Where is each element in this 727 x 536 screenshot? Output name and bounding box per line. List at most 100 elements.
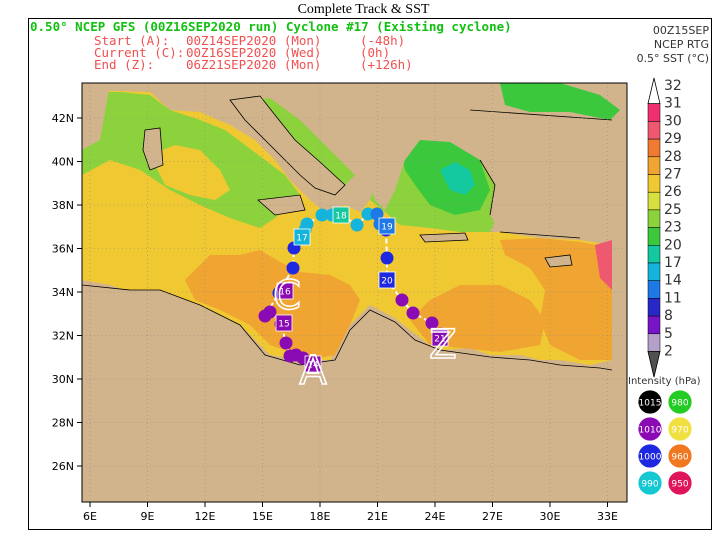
colorbar-cell <box>647 227 661 246</box>
lat-tick-label: 36N <box>52 243 74 256</box>
track-point <box>361 207 375 221</box>
intensity-swatch <box>637 470 663 496</box>
grid <box>82 83 627 502</box>
colorbar-label: 11 <box>664 290 682 306</box>
lon-tick-label: 12E <box>195 510 216 523</box>
lon-tick-label: 15E <box>252 510 273 523</box>
sea-black <box>500 83 620 120</box>
intensity-label: 1010 <box>639 426 662 436</box>
lat-tick-label: 34N <box>52 286 74 299</box>
lat-tick-label: 30N <box>52 373 74 386</box>
colorbar-label: 32 <box>664 78 682 94</box>
colorbar-cell <box>647 280 661 299</box>
lat-tick-label: 38N <box>52 199 74 212</box>
intensity-swatch <box>637 416 663 442</box>
lon-tick-label: 18E <box>310 510 331 523</box>
colorbar-arrow-top <box>647 77 661 105</box>
track-point <box>350 218 364 232</box>
land-turkey <box>470 110 612 238</box>
colorbar-cell <box>647 315 661 335</box>
sst-unit: 0.5° SST (°C) <box>636 52 709 65</box>
colorbar-label: 20 <box>664 237 682 253</box>
intensity-label: 990 <box>641 480 658 490</box>
track-point <box>258 309 272 323</box>
track-point <box>395 293 409 307</box>
coast-lines <box>82 95 613 371</box>
track-point <box>425 316 439 330</box>
lat-tick-label: 26N <box>52 460 74 473</box>
colorbar-label: 25 <box>664 202 682 218</box>
colorbar-label: 23 <box>664 220 682 236</box>
sst-date: 00Z15SEP <box>652 24 709 37</box>
day-box <box>332 206 350 224</box>
colorbar-label: 17 <box>664 255 682 271</box>
lon-tick-label: 21E <box>367 510 388 523</box>
start-time: 00Z14SEP2020 (Mon) <box>186 33 322 48</box>
day-box <box>378 271 396 289</box>
colorbar-cell <box>647 245 661 264</box>
day-label: 20 <box>381 277 393 287</box>
sea-east-orange <box>500 238 612 360</box>
lon-tick-labels: 6E 9E 12E 15E 18E 21E 24E 27E 30E 33E <box>83 502 618 523</box>
land-crete <box>420 233 468 242</box>
end-rel: (+126h) <box>360 57 413 72</box>
colorbar-cell <box>647 333 661 352</box>
track-point <box>286 261 300 275</box>
sea-aegean-cyan <box>440 162 475 195</box>
land-sardinia <box>143 128 163 170</box>
track-point <box>406 306 420 320</box>
current-label: Current (C): <box>94 45 185 60</box>
intensity-swatch <box>637 443 663 469</box>
day-box <box>275 314 293 332</box>
colorbar-label: 26 <box>664 184 682 200</box>
day-box <box>304 355 322 373</box>
track-point <box>279 336 293 350</box>
intensity-legend: 1015 980 1010 970 1000 960 990 950 <box>637 389 693 496</box>
colorbar-cell <box>647 138 661 158</box>
intensity-label: 950 <box>671 480 688 490</box>
map-area: 14 15 16 17 18 19 20 21 AC Z <box>82 83 627 502</box>
day-label: 17 <box>296 234 307 244</box>
land-spain <box>82 83 110 150</box>
day-box <box>431 329 449 347</box>
colorbar-label: 31 <box>664 96 682 112</box>
track-point <box>380 251 394 265</box>
track-point <box>300 217 314 231</box>
land-greece <box>350 115 420 210</box>
intensity-swatch <box>667 416 693 442</box>
colorbar-cell <box>647 262 661 281</box>
lon-tick-label: 30E <box>540 510 561 523</box>
colorbar-cell <box>647 209 661 228</box>
day-box <box>293 228 311 246</box>
intensity-label: 1000 <box>639 453 662 463</box>
track-marker-a: A <box>299 348 327 394</box>
day-label: 15 <box>278 320 289 330</box>
intensity-label: 980 <box>671 399 688 409</box>
intensity-label: 960 <box>671 453 688 463</box>
colorbar-cell <box>647 103 661 122</box>
land-africa <box>82 285 627 502</box>
intensity-label: 970 <box>671 426 688 436</box>
colorbar-cell <box>647 191 661 211</box>
colorbar-arrow-bottom <box>647 351 661 378</box>
intensity-swatch <box>667 443 693 469</box>
colorbar-label: 30 <box>664 113 682 129</box>
start-label: Start (A): <box>94 33 170 48</box>
current-rel: (0h) <box>360 45 391 60</box>
colorbar-label: 29 <box>664 131 682 147</box>
day-label: 16 <box>279 288 291 298</box>
sst-source: NCEP RTG <box>653 38 709 51</box>
day-box <box>378 217 396 235</box>
lon-tick-label: 24E <box>425 510 446 523</box>
lat-tick-label: 28N <box>52 417 74 430</box>
current-time: 00Z16SEP2020 (Wed) <box>186 45 322 60</box>
intensity-swatch <box>667 389 693 415</box>
day-label: 19 <box>381 223 393 233</box>
lat-tick-label: 42N <box>52 112 74 125</box>
sea-east-hot <box>595 240 612 290</box>
day-label: 14 <box>307 361 319 371</box>
lon-tick-label: 6E <box>83 510 97 523</box>
run-header: 0.50° NCEP GFS (00Z16SEP2020 run) Cyclon… <box>30 19 512 34</box>
track-marker-c: C <box>273 273 301 319</box>
